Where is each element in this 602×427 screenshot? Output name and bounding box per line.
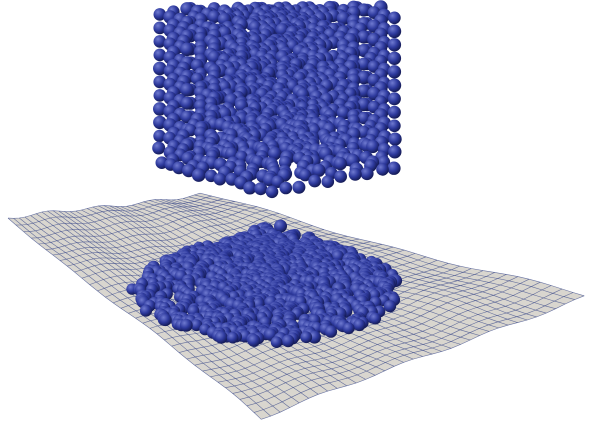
- particle-sphere: [139, 304, 153, 317]
- cloth-line-v: [52, 209, 269, 256]
- particle-sphere: [387, 105, 401, 119]
- particle-sphere: [226, 331, 239, 344]
- particle-sphere: [292, 180, 306, 194]
- particle-sphere: [342, 322, 355, 335]
- particle-sphere: [387, 78, 402, 93]
- particle-sphere: [180, 96, 194, 110]
- cloth-line-v: [225, 278, 530, 388]
- particle-sphere: [153, 115, 167, 130]
- particle-sphere: [324, 325, 338, 338]
- particle-sphere: [387, 161, 401, 175]
- particle-sphere: [214, 330, 228, 344]
- particle-sphere: [387, 38, 402, 52]
- cloth-line-v: [38, 203, 247, 245]
- cloth-line-v: [261, 295, 585, 420]
- particle-sphere: [254, 182, 268, 196]
- cloth-line-v: [15, 195, 212, 226]
- particle-sphere: [388, 119, 401, 133]
- particle-sphere: [348, 167, 362, 181]
- particle-sphere: [153, 21, 167, 35]
- cloth-line-v: [253, 292, 574, 413]
- particle-sphere: [357, 97, 371, 112]
- cloth-line-v: [31, 201, 235, 239]
- cloth-line-v: [246, 288, 563, 407]
- particle-sphere: [207, 10, 221, 24]
- particle-sphere: [153, 89, 167, 102]
- particle-sphere: [265, 185, 279, 199]
- particle-sphere: [387, 92, 401, 106]
- particle-sphere: [353, 318, 366, 332]
- particle-sphere: [387, 65, 402, 79]
- particle-sphere: [308, 174, 322, 188]
- particle-sphere: [153, 48, 167, 62]
- particle-sphere: [179, 318, 193, 332]
- particle-sphere: [213, 172, 227, 186]
- cloth-line-v: [59, 213, 280, 261]
- particle-block: [126, 0, 403, 349]
- particle-sphere: [383, 300, 397, 313]
- particle-sphere: [152, 141, 166, 155]
- particle-sphere: [333, 157, 347, 171]
- particle-sphere: [366, 139, 380, 154]
- particle-sphere: [180, 42, 194, 57]
- particle-sphere: [279, 181, 293, 195]
- particle-sphere: [388, 145, 402, 159]
- particle-sphere: [387, 51, 402, 65]
- particle-sphere: [281, 334, 295, 348]
- particle-sphere: [194, 126, 207, 140]
- particle-sphere: [360, 166, 374, 181]
- particle-sphere: [312, 163, 326, 177]
- particle-sphere: [336, 11, 351, 25]
- particle-sphere: [153, 129, 166, 143]
- particle-sphere: [357, 30, 371, 44]
- particle-sphere: [274, 219, 287, 233]
- particle-sphere: [300, 331, 313, 344]
- particle-sphere: [308, 330, 321, 344]
- particle-sphere: [369, 312, 382, 325]
- particle-sphere: [388, 132, 402, 146]
- particle-sphere: [180, 83, 194, 97]
- particle-sphere: [336, 106, 350, 120]
- particle-sphere: [376, 163, 389, 176]
- cloth-line-v: [23, 198, 224, 232]
- particle-sphere: [153, 8, 167, 21]
- particle-sphere: [334, 170, 347, 183]
- cloth-line-v: [232, 281, 541, 394]
- cloth-line-v: [217, 276, 519, 383]
- cloth-line-v: [239, 285, 552, 400]
- particle-sphere: [153, 75, 167, 89]
- cloth-line-v: [7, 192, 201, 219]
- particle-sphere: [270, 336, 283, 349]
- particle-sphere: [357, 70, 371, 85]
- particle-sphere: [153, 35, 167, 48]
- cloth-line-v: [45, 206, 258, 250]
- particle-sphere: [298, 168, 312, 182]
- particle-sphere: [153, 102, 167, 116]
- particle-sphere: [357, 84, 371, 98]
- particle-sphere: [268, 146, 282, 161]
- particle-sphere: [388, 11, 401, 25]
- particle-sphere: [153, 61, 167, 76]
- particle-sphere: [191, 168, 206, 182]
- particle-sphere: [357, 57, 371, 71]
- particle-sphere: [243, 181, 257, 195]
- particle-sphere: [357, 3, 371, 17]
- particle-sphere: [159, 313, 172, 327]
- particle-sphere: [321, 175, 335, 188]
- particle-sphere: [247, 334, 261, 347]
- particle-sphere: [387, 24, 402, 39]
